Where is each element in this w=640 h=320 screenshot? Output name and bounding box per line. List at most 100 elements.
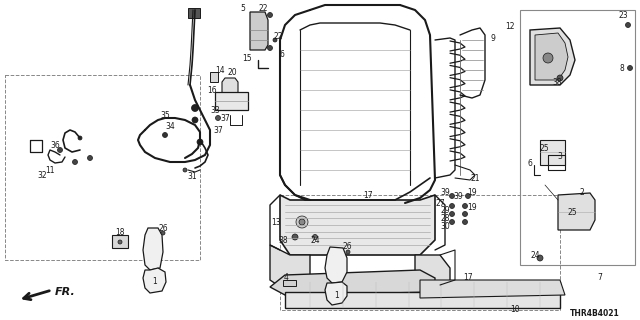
- Text: 32: 32: [37, 171, 47, 180]
- Text: THR4B4021: THR4B4021: [570, 309, 620, 318]
- Text: 7: 7: [598, 274, 602, 283]
- Circle shape: [627, 66, 632, 70]
- Text: 19: 19: [467, 203, 477, 212]
- Circle shape: [465, 194, 470, 198]
- Text: 35: 35: [160, 110, 170, 119]
- Circle shape: [191, 105, 198, 111]
- Text: 3: 3: [557, 151, 563, 161]
- Text: 6: 6: [280, 50, 284, 59]
- Text: 39: 39: [453, 191, 463, 201]
- Circle shape: [268, 45, 273, 51]
- Text: 37: 37: [220, 114, 230, 123]
- Circle shape: [163, 132, 168, 138]
- Circle shape: [537, 255, 543, 261]
- Text: 2: 2: [580, 188, 584, 196]
- Polygon shape: [325, 282, 347, 305]
- Text: 24: 24: [530, 252, 540, 260]
- Text: 17: 17: [463, 274, 473, 283]
- Circle shape: [183, 168, 187, 172]
- Polygon shape: [535, 33, 568, 80]
- Text: 29: 29: [440, 205, 450, 214]
- Text: 4: 4: [284, 274, 289, 283]
- Text: 8: 8: [620, 63, 625, 73]
- Text: 30: 30: [440, 221, 450, 230]
- Text: 1: 1: [152, 277, 157, 286]
- Text: 26: 26: [342, 242, 352, 251]
- Circle shape: [292, 234, 298, 240]
- Text: 27: 27: [435, 198, 445, 207]
- Text: 31: 31: [187, 172, 197, 180]
- Polygon shape: [285, 282, 560, 308]
- Polygon shape: [210, 72, 218, 82]
- Circle shape: [296, 216, 308, 228]
- Circle shape: [78, 136, 82, 140]
- Text: 13: 13: [271, 218, 281, 227]
- Text: 5: 5: [241, 4, 245, 12]
- Circle shape: [463, 220, 467, 225]
- Circle shape: [273, 38, 277, 42]
- Text: 10: 10: [510, 306, 520, 315]
- Circle shape: [192, 117, 198, 123]
- Text: FR.: FR.: [55, 287, 76, 297]
- Circle shape: [463, 204, 467, 209]
- Text: 18: 18: [115, 228, 125, 236]
- Polygon shape: [280, 195, 435, 255]
- Circle shape: [161, 231, 165, 235]
- Circle shape: [449, 212, 454, 217]
- Text: 24: 24: [310, 236, 320, 244]
- Circle shape: [625, 22, 630, 28]
- Text: 21: 21: [470, 173, 480, 182]
- Polygon shape: [325, 247, 347, 283]
- Polygon shape: [420, 280, 565, 298]
- Polygon shape: [143, 228, 163, 270]
- Text: 22: 22: [273, 31, 283, 41]
- Polygon shape: [415, 255, 450, 293]
- Text: 17: 17: [363, 190, 373, 199]
- Circle shape: [543, 53, 553, 63]
- Bar: [520, 10, 635, 265]
- Text: 36: 36: [50, 140, 60, 149]
- Text: 26: 26: [158, 223, 168, 233]
- Circle shape: [88, 156, 93, 161]
- Polygon shape: [540, 140, 565, 165]
- Text: 23: 23: [618, 11, 628, 20]
- Circle shape: [299, 219, 305, 225]
- Circle shape: [118, 240, 122, 244]
- Circle shape: [449, 194, 454, 198]
- Polygon shape: [283, 280, 296, 286]
- Text: 25: 25: [539, 143, 549, 153]
- Circle shape: [72, 159, 77, 164]
- Circle shape: [449, 220, 454, 225]
- Polygon shape: [250, 12, 268, 50]
- Circle shape: [58, 148, 63, 153]
- Text: 25: 25: [567, 207, 577, 217]
- Polygon shape: [143, 268, 166, 293]
- Text: 38: 38: [278, 236, 288, 244]
- Polygon shape: [270, 270, 435, 295]
- Text: 14: 14: [215, 66, 225, 75]
- Text: 37: 37: [213, 125, 223, 134]
- Text: 19: 19: [467, 188, 477, 196]
- Text: 9: 9: [491, 34, 495, 43]
- Text: 12: 12: [505, 21, 515, 30]
- Circle shape: [463, 212, 467, 217]
- Bar: [280, 195, 560, 310]
- Text: 6: 6: [527, 158, 532, 167]
- Text: 11: 11: [45, 165, 55, 174]
- Polygon shape: [222, 78, 238, 96]
- Polygon shape: [215, 92, 248, 110]
- Circle shape: [557, 75, 563, 81]
- Polygon shape: [270, 245, 310, 290]
- Bar: [5, 75, 200, 260]
- Circle shape: [449, 204, 454, 209]
- Circle shape: [216, 116, 221, 121]
- Circle shape: [346, 250, 350, 254]
- Polygon shape: [530, 28, 575, 85]
- Text: 39: 39: [440, 188, 450, 196]
- Text: 22: 22: [259, 4, 268, 12]
- Text: 28: 28: [440, 213, 450, 222]
- Circle shape: [197, 139, 203, 145]
- Text: 15: 15: [242, 53, 252, 62]
- Polygon shape: [558, 193, 595, 230]
- Text: 38: 38: [552, 77, 562, 86]
